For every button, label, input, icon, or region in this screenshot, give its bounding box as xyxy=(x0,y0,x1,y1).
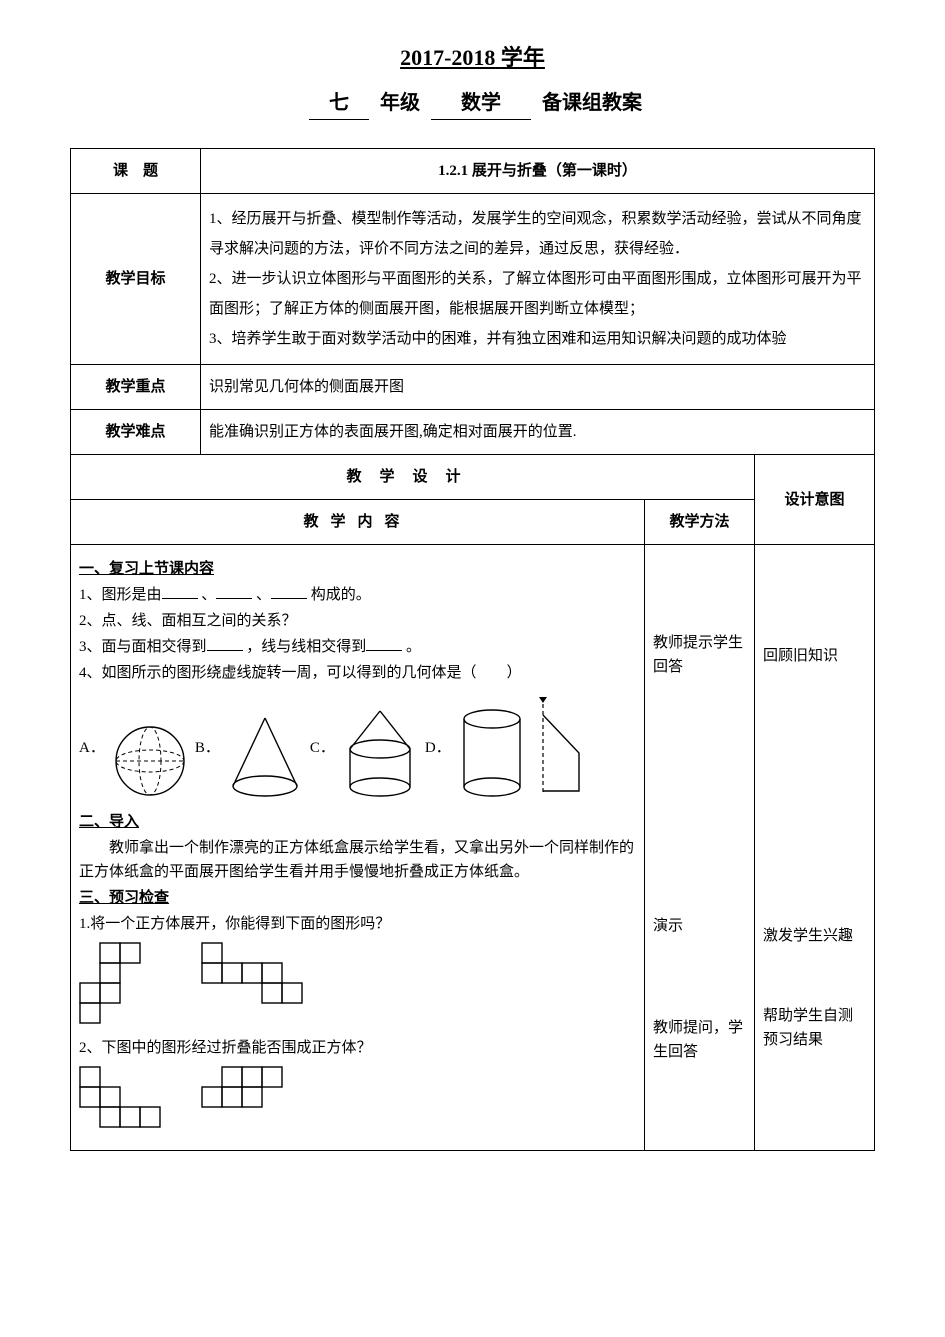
lesson-plan-table: 课 题 1.2.1 展开与折叠（第一课时） 教学目标 1、经历展开与折叠、模型制… xyxy=(70,148,875,1151)
blank-1 xyxy=(162,584,198,599)
subject-blank: 数学 xyxy=(431,87,531,120)
section-3: 三、预习检查 1.将一个正方体展开，你能得到下面的图形吗？ xyxy=(79,886,636,1128)
method-header: 教学方法 xyxy=(645,500,755,545)
objective-1: 1、经历展开与折叠、模型制作等活动，发展学生的空间观念，积累数学活动经验，尝试从… xyxy=(209,204,866,264)
header-subtitle: 七 年级 数学 备课组教案 xyxy=(70,87,875,120)
s3-q2: 2、下图中的图形经过折叠能否围成正方体？ xyxy=(79,1036,636,1060)
s3-title: 三、预习检查 xyxy=(79,886,636,910)
s1-title: 一、复习上节课内容 xyxy=(79,557,636,581)
content-cell: 一、复习上节课内容 1、图形是由 、 、 构成的。 2、点、线、面相互之间的关系… xyxy=(71,545,645,1151)
s1-line4: 4、如图所示的图形绕虚线旋转一周，可以得到的几何体是（ ） xyxy=(79,661,636,685)
grade-blank: 七 xyxy=(309,87,369,120)
options-row: A． B． C． xyxy=(79,695,636,800)
spacer-i1 xyxy=(763,668,866,924)
s2-body: 教师拿出一个制作漂亮的正方体纸盒展示给学生看，又拿出另外一个同样制作的正方体纸盒… xyxy=(79,836,636,884)
row-design-subheader: 教学内容 教学方法 xyxy=(71,500,875,545)
cylinder-icon xyxy=(457,705,527,800)
s1-l1a: 1、图形是由 xyxy=(79,587,162,603)
row-design-body: 一、复习上节课内容 1、图形是由 、 、 构成的。 2、点、线、面相互之间的关系… xyxy=(71,545,875,1151)
s2-title: 二、导入 xyxy=(79,810,636,834)
net-2-icon xyxy=(201,942,303,1004)
net-row-2 xyxy=(79,1066,636,1128)
intent-header: 设计意图 xyxy=(755,455,875,545)
blank-5 xyxy=(366,636,402,651)
spacer-i2 xyxy=(763,948,866,1004)
objective-3: 3、培养学生敢于面对数学活动中的困难，并有独立困难和运用知识解决问题的成功体验 xyxy=(209,324,866,354)
net-3-icon xyxy=(79,1066,161,1128)
net-1-icon xyxy=(79,942,161,1024)
row-difficulty: 教学难点 能准确识别正方体的表面展开图,确定相对面展开的位置. xyxy=(71,410,875,455)
topic-value: 1.2.1 展开与折叠（第一课时） xyxy=(201,149,875,194)
topic-label: 课 题 xyxy=(71,149,201,194)
cone-on-cylinder-icon xyxy=(341,705,419,800)
s1-l3c: 。 xyxy=(406,639,421,655)
s1-line1: 1、图形是由 、 、 构成的。 xyxy=(79,583,636,607)
net-row-1 xyxy=(79,942,636,1024)
intent-1: 回顾旧知识 xyxy=(763,644,866,668)
intent-cell: 回顾旧知识 激发学生兴趣 帮助学生自测预习结果 xyxy=(755,545,875,1151)
opt-a-label: A． xyxy=(79,736,105,760)
design-header: 教学设计 xyxy=(71,455,755,500)
opt-c-label: C． xyxy=(310,736,335,760)
objectives-label: 教学目标 xyxy=(71,194,201,365)
keypoint-label: 教学重点 xyxy=(71,365,201,410)
row-topic: 课 题 1.2.1 展开与折叠（第一课时） xyxy=(71,149,875,194)
net-4-icon xyxy=(201,1066,283,1108)
year-suffix: 学年 xyxy=(501,45,545,70)
objective-2: 2、进一步认识立体图形与平面图形的关系，了解立体图形可由平面图形围成，立体图形可… xyxy=(209,264,866,324)
sphere-icon xyxy=(111,722,189,800)
row-keypoint: 教学重点 识别常见几何体的侧面展开图 xyxy=(71,365,875,410)
keypoint-value: 识别常见几何体的侧面展开图 xyxy=(201,365,875,410)
method-3: 教师提问，学生回答 xyxy=(653,1016,746,1064)
method-cell: 教师提示学生回答 演示 教师提问，学生回答 xyxy=(645,545,755,1151)
objectives-cell: 1、经历展开与折叠、模型制作等活动，发展学生的空间观念，积累数学活动经验，尝试从… xyxy=(201,194,875,365)
grade-suffix: 年级 xyxy=(380,92,420,114)
spacer-m1 xyxy=(653,679,746,914)
header-suffix: 备课组教案 xyxy=(542,92,642,114)
cone-icon xyxy=(226,712,304,800)
method-1: 教师提示学生回答 xyxy=(653,631,746,679)
spacer-m2 xyxy=(653,938,746,1016)
opt-b-label: B． xyxy=(195,736,220,760)
blank-3 xyxy=(271,584,307,599)
year-text: 2017-2018 xyxy=(400,45,495,70)
intent-2: 激发学生兴趣 xyxy=(763,924,866,948)
blank-2 xyxy=(216,584,252,599)
opt-d-label: D． xyxy=(425,736,451,760)
s1-l3b: ，线与线相交得到 xyxy=(246,639,366,655)
s1-line2: 2、点、线、面相互之间的关系？ xyxy=(79,609,636,633)
rotation-profile-icon xyxy=(533,695,588,800)
intent-3: 帮助学生自测预习结果 xyxy=(763,1004,866,1052)
section-2: 二、导入 教师拿出一个制作漂亮的正方体纸盒展示给学生看，又拿出另外一个同样制作的… xyxy=(79,810,636,884)
difficulty-value: 能准确识别正方体的表面展开图,确定相对面展开的位置. xyxy=(201,410,875,455)
section-1: 一、复习上节课内容 1、图形是由 、 、 构成的。 2、点、线、面相互之间的关系… xyxy=(79,557,636,800)
difficulty-label: 教学难点 xyxy=(71,410,201,455)
s1-l3a: 3、面与面相交得到 xyxy=(79,639,207,655)
s1-l1d: 构成的。 xyxy=(311,587,371,603)
s1-line3: 3、面与面相交得到 ，线与线相交得到 。 xyxy=(79,635,636,659)
s1-l1c: 、 xyxy=(256,587,271,603)
row-design-header: 教学设计 设计意图 xyxy=(71,455,875,500)
blank-4 xyxy=(207,636,243,651)
method-2: 演示 xyxy=(653,914,746,938)
s1-l1b: 、 xyxy=(201,587,216,603)
content-header: 教学内容 xyxy=(71,500,645,545)
s3-q1: 1.将一个正方体展开，你能得到下面的图形吗？ xyxy=(79,912,636,936)
header-year: 2017-2018 学年 xyxy=(70,40,875,75)
row-objectives: 教学目标 1、经历展开与折叠、模型制作等活动，发展学生的空间观念，积累数学活动经… xyxy=(71,194,875,365)
